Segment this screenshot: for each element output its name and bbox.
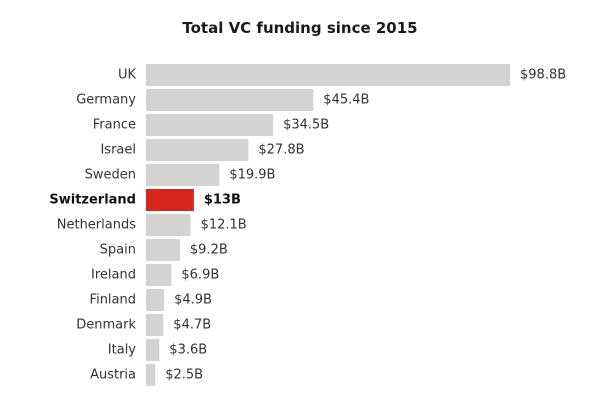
category-label-ireland: Ireland [91, 268, 136, 283]
category-label-austria: Austria [90, 368, 136, 383]
value-label-ireland: $6.9B [181, 268, 219, 283]
value-label-germany: $45.4B [323, 93, 369, 108]
value-label-italy: $3.6B [169, 343, 207, 358]
category-label-israel: Israel [100, 143, 136, 158]
category-label-netherlands: Netherlands [57, 218, 136, 233]
value-label-uk: $98.8B [520, 68, 566, 83]
category-label-italy: Italy [108, 343, 137, 358]
value-label-denmark: $4.7B [173, 318, 211, 333]
bar-ireland [146, 264, 172, 286]
bar-sweden [146, 164, 220, 186]
value-labels: $98.8B $45.4B $34.5B $27.8B $19.9B $13B $12.1B… [165, 68, 566, 383]
chart-title: Total VC funding since 2015 [182, 19, 417, 37]
bar-spain [146, 239, 180, 261]
bar-germany [146, 89, 314, 111]
bar-switzerland [146, 189, 194, 211]
category-label-switzerland: Switzerland [49, 193, 136, 208]
category-label-sweden: Sweden [85, 168, 136, 183]
bar-israel [146, 139, 249, 161]
bar-italy [146, 339, 160, 361]
bar-netherlands [146, 214, 191, 236]
bar-uk [146, 64, 510, 86]
bar-denmark [146, 314, 164, 336]
value-label-israel: $27.8B [258, 143, 304, 158]
category-label-finland: Finland [90, 293, 136, 308]
category-label-france: France [93, 118, 136, 133]
category-label-germany: Germany [76, 93, 136, 108]
bar-austria [146, 364, 156, 386]
value-label-switzerland: $13B [204, 193, 241, 208]
value-label-spain: $9.2B [190, 243, 228, 258]
bars-layer [146, 64, 510, 386]
value-label-netherlands: $12.1B [201, 218, 247, 233]
category-labels: UK Germany France Israel Sweden Switzerland Ne… [49, 68, 136, 383]
value-label-france: $34.5B [283, 118, 329, 133]
bar-finland [146, 289, 165, 311]
category-label-uk: UK [118, 68, 137, 83]
value-label-finland: $4.9B [174, 293, 212, 308]
category-label-spain: Spain [100, 243, 136, 258]
bar-france [146, 114, 274, 136]
category-label-denmark: Denmark [76, 318, 136, 333]
value-label-austria: $2.5B [165, 368, 203, 383]
value-label-sweden: $19.9B [229, 168, 275, 183]
